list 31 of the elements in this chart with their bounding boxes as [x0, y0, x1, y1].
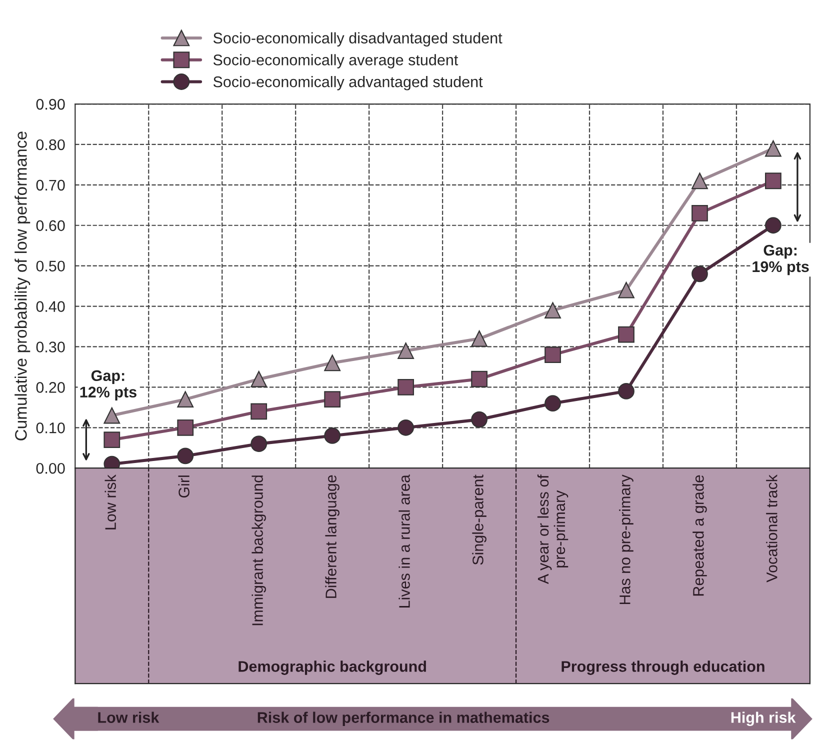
y-tick-label: 0.80 — [36, 139, 65, 150]
x-tick-label: Immigrant background — [252, 476, 266, 626]
y-tick-label: 0.10 — [36, 422, 65, 434]
x-tick-label: Lives in a rural area — [398, 474, 410, 608]
x-tick-label: Repeated a grade — [692, 475, 707, 596]
y-tick-label: 0.20 — [36, 382, 65, 393]
legend-label: Socio-economically disadvantaged student — [213, 32, 502, 47]
text: Progress through education — [562, 660, 764, 675]
x-tick-label: Low risk — [104, 474, 116, 530]
y-tick-label: 0.70 — [36, 180, 65, 191]
y-axis-title: Cumulative probability of low performance — [14, 132, 30, 440]
x-tick-label: Single-parent — [472, 474, 486, 565]
y-tick-label: 0.50 — [36, 260, 65, 272]
text: High risk — [731, 712, 796, 726]
annotation: Gap: 19% pts — [752, 244, 809, 276]
legend-label: Socio-economically advantaged student — [213, 76, 483, 90]
x-tick-label: Girl — [178, 476, 190, 498]
annotation: Gap: 12% pts — [80, 370, 136, 401]
x-tick-label: A year or less of pre-primary — [537, 474, 568, 584]
y-tick-label: 0.40 — [36, 301, 65, 312]
text: Low risk — [98, 712, 160, 723]
y-tick-label: 0.00 — [36, 462, 65, 474]
x-tick-label: Has no pre-primary — [619, 474, 634, 604]
x-tick-label: Vocational track — [766, 474, 778, 582]
legend-label: Socio-economically average student — [213, 54, 458, 68]
x-tick-label: Different language — [325, 475, 340, 598]
text: Demographic background — [238, 660, 426, 675]
y-tick-label: 0.90 — [36, 98, 65, 110]
text: Risk of low performance in mathematics — [258, 712, 550, 726]
y-tick-label: 0.60 — [36, 220, 65, 232]
y-tick-label: 0.30 — [36, 342, 65, 352]
